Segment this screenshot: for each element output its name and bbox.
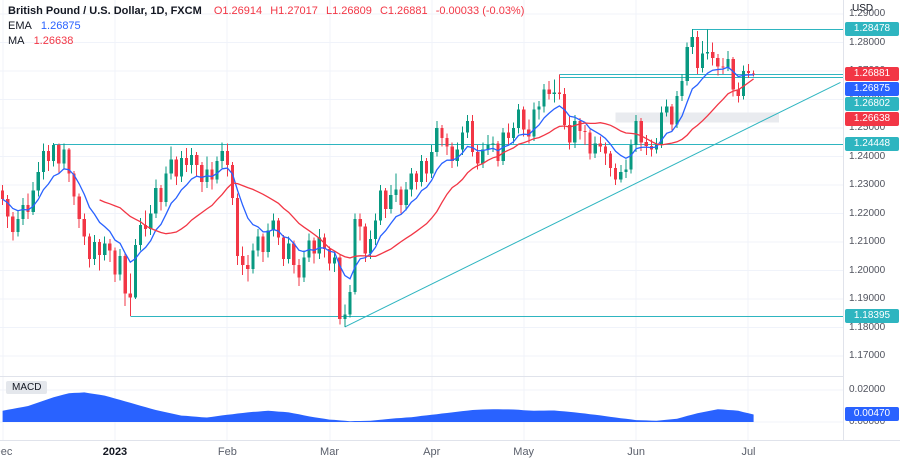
symbol-title[interactable]: British Pound / U.S. Dollar, 1D, FXCM xyxy=(8,5,202,17)
time-tick-label: May xyxy=(513,446,535,458)
ohlc-high: H1.27017 xyxy=(270,5,318,17)
price-range-band[interactable] xyxy=(615,112,780,123)
macd-axis-badge[interactable]: 0.00470 xyxy=(845,407,899,422)
macd-tick-label: 0.02000 xyxy=(849,384,886,395)
price-axis-badge[interactable]: 1.26638 xyxy=(845,112,899,127)
price-tick-label: 1.17000 xyxy=(849,350,886,361)
grid-lines xyxy=(0,0,843,440)
time-tick-label: Jun xyxy=(627,446,645,458)
price-tick-label: 1.20000 xyxy=(849,264,886,276)
ma-line xyxy=(99,78,754,259)
ohlc-change: -0.00033 (-0.03%) xyxy=(435,5,525,17)
indicator-ema-value: 1.26875 xyxy=(40,20,81,32)
time-tick-label: Mar xyxy=(320,446,339,458)
indicator-ma-label[interactable]: MA xyxy=(8,35,25,47)
price-tick-label: 1.24000 xyxy=(849,150,886,162)
macd-indicator-label[interactable]: MACD xyxy=(6,381,48,394)
macd-tick-label: 0.00000 xyxy=(849,416,886,427)
price-tick-label: 1.29000 xyxy=(849,8,886,19)
symbol-row: British Pound / U.S. Dollar, 1D, FXCM O1… xyxy=(8,4,524,19)
ohlc-open: O1.26914 xyxy=(213,5,263,17)
ohlc-low: L1.26809 xyxy=(325,5,372,17)
price-axis-badge[interactable]: 1.28478 xyxy=(845,21,899,36)
price-axis[interactable]: USD 1.290001.280001.270001.260001.250001… xyxy=(843,0,900,440)
indicator-ema-label[interactable]: EMA xyxy=(8,20,32,32)
price-tick-label: 1.18000 xyxy=(849,321,886,333)
price-tick-label: 1.22000 xyxy=(849,207,886,219)
price-axis-badge[interactable]: 1.26875 xyxy=(845,82,899,97)
ohlc-close: C1.26881 xyxy=(379,5,428,17)
price-tick-label: 1.25000 xyxy=(849,122,886,133)
indicator-ma-value: 1.26638 xyxy=(33,35,74,47)
chart-legend: British Pound / U.S. Dollar, 1D, FXCM O1… xyxy=(8,4,524,49)
indicator-row-ma: MA 1.26638 xyxy=(8,34,524,49)
time-tick-label: Apr xyxy=(423,446,441,458)
price-tick-label: 1.23000 xyxy=(849,179,886,190)
time-tick-label: Jul xyxy=(741,446,756,458)
price-axis-badge[interactable]: 1.26881 xyxy=(845,67,899,82)
main-chart-canvas[interactable] xyxy=(0,0,843,440)
time-axis[interactable]: Dec 2023 Feb Mar Apr May Jun Jul xyxy=(0,440,900,463)
indicator-row-ema: EMA 1.26875 xyxy=(8,19,524,34)
time-tick-label: Dec xyxy=(0,446,13,458)
price-tick-label: 1.28000 xyxy=(849,36,886,48)
price-tick-label: 1.21000 xyxy=(849,236,886,247)
price-axis-badge[interactable]: 1.18395 xyxy=(845,309,899,324)
time-tick-label: Feb xyxy=(217,446,237,458)
price-tick-label: 1.19000 xyxy=(849,293,886,304)
time-tick-label: 2023 xyxy=(102,446,128,458)
ema-line xyxy=(2,66,754,280)
currency-label: USD xyxy=(852,3,874,14)
price-axis-badge[interactable]: 1.26802 xyxy=(845,97,899,112)
candlestick-series xyxy=(1,28,756,327)
price-axis-badge[interactable]: 1.24448 xyxy=(845,136,899,151)
trendline[interactable] xyxy=(344,81,841,328)
macd-histogram xyxy=(2,392,754,422)
